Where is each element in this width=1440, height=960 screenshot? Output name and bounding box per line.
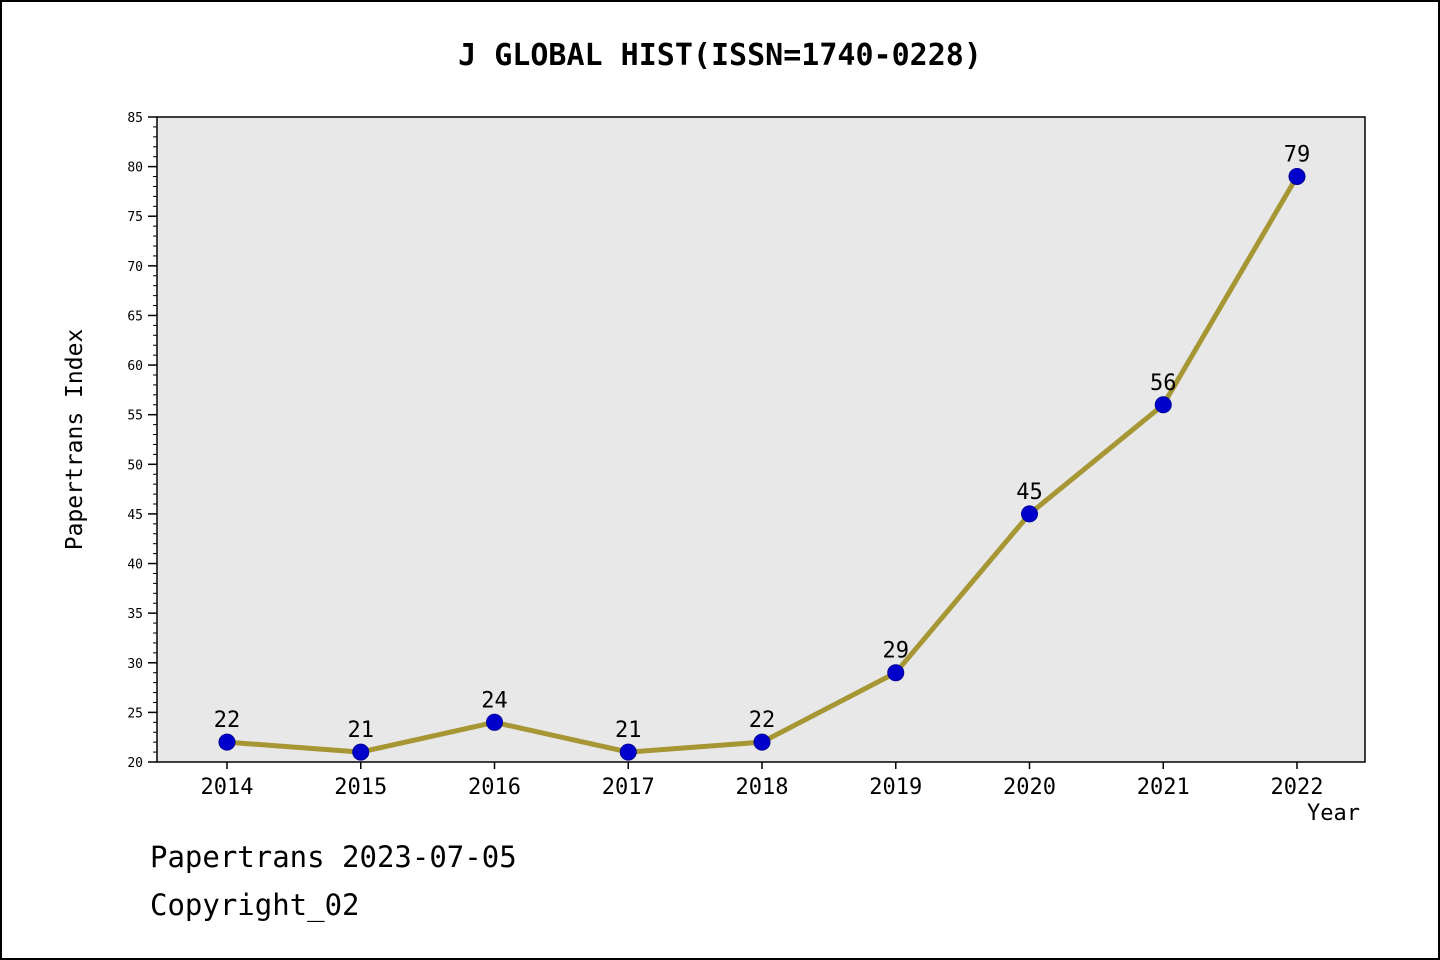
svg-text:2022: 2022	[1271, 775, 1324, 800]
svg-text:75: 75	[127, 210, 143, 225]
data-points: 22 21 24 21 22 29 45 56 79	[214, 143, 1311, 761]
data-point	[1021, 505, 1038, 523]
axis-titles: Papertrans Index Year	[62, 329, 1360, 826]
data-point-label: 56	[1150, 371, 1177, 396]
svg-text:45: 45	[127, 508, 143, 523]
data-point	[352, 743, 370, 761]
svg-text:85: 85	[127, 111, 143, 126]
svg-text:55: 55	[127, 409, 143, 424]
svg-text:2014: 2014	[201, 775, 254, 800]
data-point-label: 21	[348, 718, 375, 743]
data-point	[486, 713, 503, 731]
footer-copyright: Copyright_02	[150, 888, 360, 922]
data-point-label: 79	[1284, 143, 1311, 168]
data-point	[619, 743, 637, 761]
svg-text:2016: 2016	[468, 775, 521, 800]
svg-text:20: 20	[127, 756, 143, 771]
svg-text:2015: 2015	[334, 775, 387, 800]
svg-text:65: 65	[127, 309, 143, 324]
svg-text:2017: 2017	[602, 775, 655, 800]
y-axis-title: Papertrans Index	[62, 329, 88, 551]
svg-text:80: 80	[127, 161, 143, 176]
svg-text:40: 40	[127, 558, 143, 573]
footer-date: Papertrans 2023-07-05	[150, 840, 517, 874]
data-point	[1288, 168, 1306, 186]
svg-text:70: 70	[127, 260, 143, 275]
data-point-label: 24	[481, 688, 508, 713]
data-point-label: 22	[749, 708, 776, 733]
svg-text:2018: 2018	[736, 775, 789, 800]
data-point-label: 21	[615, 718, 642, 743]
data-point	[1154, 396, 1172, 414]
y-axis: 20 25 30 35 40 45 50 55 60 65 70 75 80 85	[127, 111, 157, 771]
data-point-label: 22	[214, 708, 241, 733]
svg-text:35: 35	[127, 607, 143, 622]
svg-text:30: 30	[127, 657, 143, 672]
svg-text:2019: 2019	[869, 775, 922, 800]
svg-text:2020: 2020	[1003, 775, 1056, 800]
svg-text:60: 60	[127, 359, 143, 374]
data-point	[218, 733, 236, 751]
data-point-label: 29	[883, 639, 910, 664]
svg-text:25: 25	[127, 706, 143, 721]
svg-text:50: 50	[127, 458, 143, 473]
chart-title: J GLOBAL HIST(ISSN=1740-0228)	[458, 38, 982, 73]
data-point	[887, 664, 905, 682]
data-point	[753, 733, 771, 751]
x-axis-title: Year	[1307, 801, 1360, 826]
plot-area	[156, 116, 1366, 763]
svg-text:2021: 2021	[1137, 775, 1190, 800]
x-axis: 2014 2015 2016 2017 2018 2019 2020 2021 2022	[201, 762, 1324, 800]
data-point-label: 45	[1016, 480, 1043, 505]
